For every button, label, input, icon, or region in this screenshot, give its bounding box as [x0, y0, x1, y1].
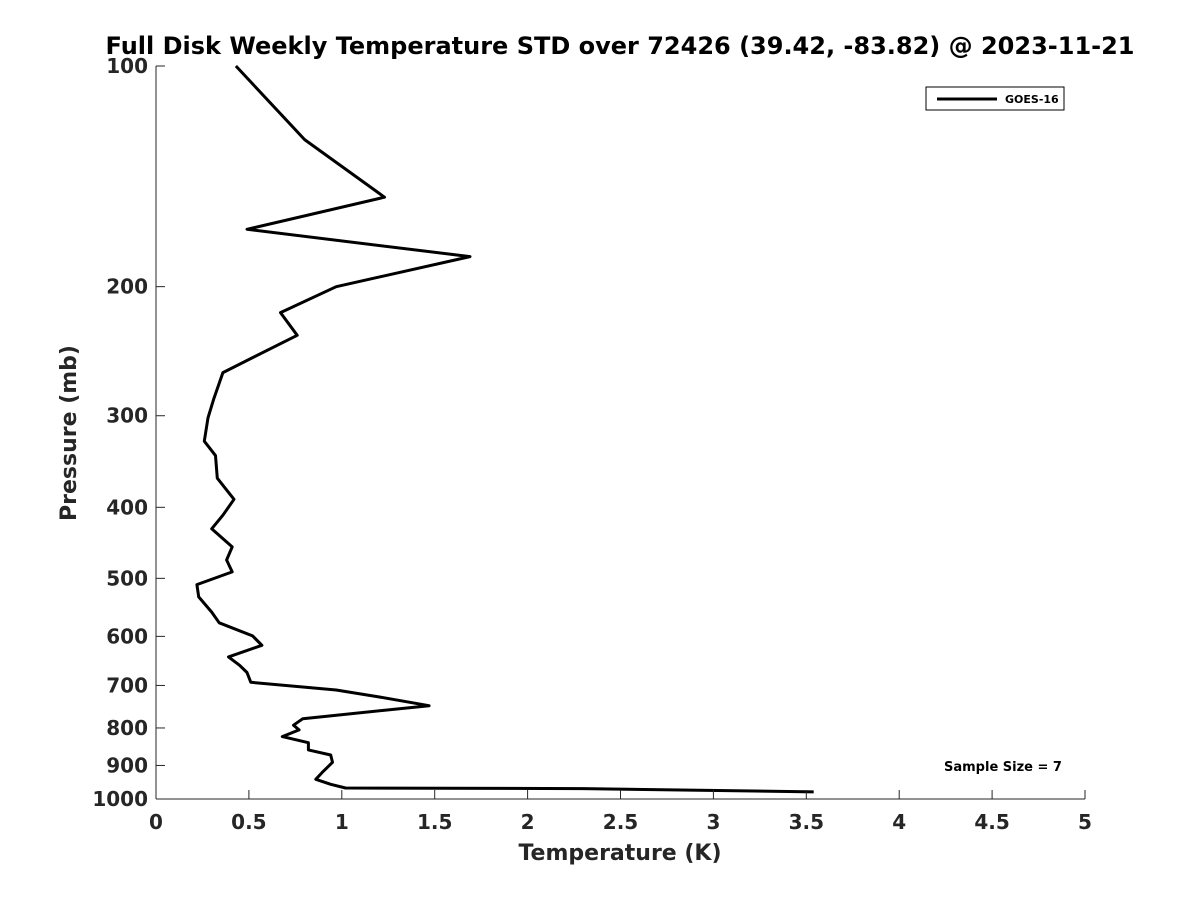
y-tick-label: 400 [106, 495, 148, 519]
y-tick-label: 600 [106, 624, 148, 648]
x-tick-label: 4.5 [974, 810, 1009, 834]
x-tick-label: 2.5 [603, 810, 638, 834]
x-tick-label: 1.5 [417, 810, 452, 834]
y-tick-label: 1000 [92, 787, 148, 811]
x-axis-label: Temperature (K) [518, 841, 721, 866]
chart-title: Full Disk Weekly Temperature STD over 72… [106, 32, 1135, 60]
y-axis-label: Pressure (mb) [57, 345, 82, 521]
x-tick-label: 0.5 [231, 810, 266, 834]
y-tick-label: 500 [106, 566, 148, 590]
x-tick-label: 0 [149, 810, 163, 834]
y-tick-label: 900 [106, 753, 148, 777]
y-tick-label: 200 [106, 275, 148, 299]
x-tick-label: 5 [1078, 810, 1092, 834]
x-tick-label: 4 [892, 810, 906, 834]
plot-area [155, 64, 1085, 800]
y-tick-label: 700 [106, 673, 148, 697]
x-tick-label: 1 [335, 810, 349, 834]
x-tick-label: 3 [706, 810, 720, 834]
legend: GOES-16 [925, 86, 1065, 111]
y-tick-label: 300 [106, 404, 148, 428]
x-tick-label: 2 [521, 810, 535, 834]
series-line-goes-16 [195, 64, 814, 794]
y-tick-label: 800 [106, 716, 148, 740]
x-tick-label: 3.5 [789, 810, 824, 834]
legend-label: GOES-16 [1005, 93, 1059, 106]
y-axis: 100 200 300 400 500 600 700 800 900 1000 [92, 54, 165, 811]
sample-size-annotation: Sample Size = 7 [944, 760, 1062, 775]
y-tick-label: 100 [106, 54, 148, 78]
x-axis: 0 0.5 1 1.5 2 2.5 3 3.5 4 4.5 5 [149, 790, 1092, 834]
